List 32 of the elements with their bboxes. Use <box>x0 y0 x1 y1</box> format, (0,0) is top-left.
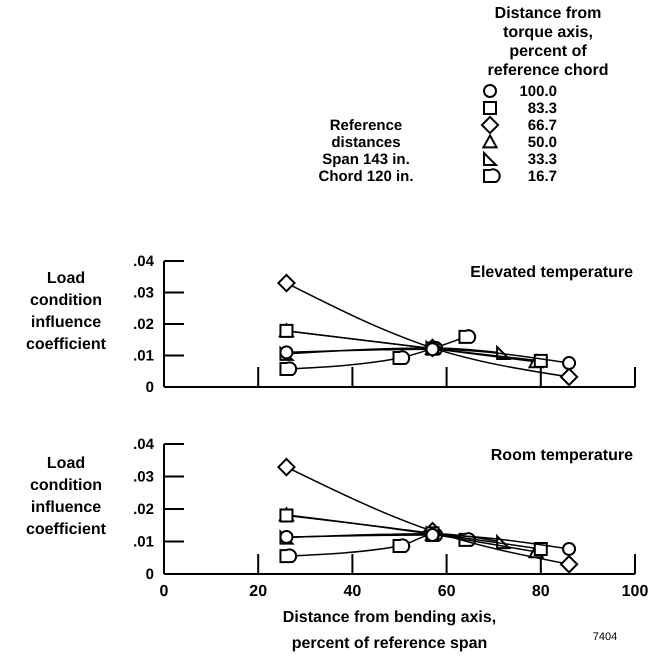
chart-title: Room temperature <box>490 447 634 464</box>
text: Span 143 in. <box>322 151 410 168</box>
legend-label: 50.0 <box>528 134 557 151</box>
legend-label: 33.3 <box>528 151 557 168</box>
x-tick-label: 0 <box>160 583 169 600</box>
y-tick-label: .03 <box>133 468 154 486</box>
x-tick-label: 100 <box>622 583 648 600</box>
y-tick-label: .02 <box>133 316 154 333</box>
y-tick-label: 0 <box>146 379 154 396</box>
text: 7404 <box>592 631 618 643</box>
text: Reference distances <box>330 117 402 151</box>
legend-label: 66.7 <box>528 117 557 134</box>
y-tick-label: 0 <box>146 566 154 583</box>
y-tick-label: .01 <box>133 348 154 364</box>
x-tick-label: 80 <box>532 583 550 600</box>
x-tick-label: 40 <box>344 583 362 600</box>
x-tick-label: 20 <box>249 583 268 600</box>
x-axis-title: Distance from bending axis, percent of reference span <box>282 609 496 652</box>
y-axis-title: Load condition influence coefficient <box>26 455 107 538</box>
y-axis-title: Load condition influence coefficient <box>26 270 107 353</box>
legend-label: 16.7 <box>528 168 557 185</box>
legend-label: 83.3 <box>528 100 557 117</box>
y-tick-label: .03 <box>133 284 154 302</box>
legend-label: 100.0 <box>519 83 557 100</box>
y-tick-label: .02 <box>133 501 154 518</box>
y-tick-label: .04 <box>133 253 155 270</box>
legend-title: Distance from torque axis, percent of reference chord <box>488 5 608 79</box>
x-tick-label: 60 <box>438 583 456 600</box>
chart-title: Elevated temperature <box>470 264 634 281</box>
y-tick-label: .04 <box>133 436 155 453</box>
text: Chord 120 in. <box>318 168 414 185</box>
y-tick-label: .01 <box>133 534 154 550</box>
